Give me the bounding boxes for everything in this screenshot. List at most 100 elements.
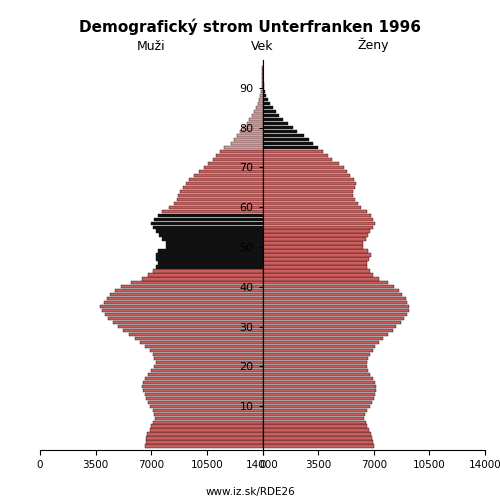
Bar xyxy=(122,329,262,332)
Bar xyxy=(156,258,262,260)
Bar xyxy=(262,396,374,400)
Bar xyxy=(186,182,262,185)
Bar xyxy=(262,118,283,122)
Bar xyxy=(260,98,262,102)
Bar xyxy=(262,416,364,420)
Bar xyxy=(262,333,388,336)
Bar xyxy=(136,337,262,340)
Bar xyxy=(154,365,262,368)
Bar xyxy=(262,384,376,388)
Bar xyxy=(156,266,262,268)
Bar xyxy=(144,380,262,384)
Bar xyxy=(262,337,384,340)
Bar xyxy=(262,361,366,364)
Bar xyxy=(180,190,262,193)
Bar xyxy=(153,270,262,272)
Bar xyxy=(262,349,373,352)
Bar xyxy=(262,408,368,412)
Bar xyxy=(262,428,369,432)
Bar xyxy=(262,392,376,396)
Bar xyxy=(262,357,368,360)
Bar xyxy=(156,254,262,256)
Bar xyxy=(154,412,262,416)
Bar xyxy=(262,436,372,440)
Bar xyxy=(178,194,262,197)
Bar xyxy=(190,178,262,181)
Bar xyxy=(262,150,323,153)
Bar xyxy=(129,333,262,336)
Bar xyxy=(153,420,262,424)
Bar xyxy=(142,277,262,280)
Bar xyxy=(140,341,262,344)
Bar xyxy=(156,361,262,364)
Bar xyxy=(262,345,376,348)
Bar xyxy=(258,102,262,106)
Bar xyxy=(262,321,401,324)
Bar xyxy=(224,146,262,149)
Bar xyxy=(262,285,394,288)
Bar xyxy=(256,106,262,110)
Bar xyxy=(262,230,370,233)
Bar xyxy=(262,365,366,368)
Bar xyxy=(262,206,361,209)
Bar xyxy=(262,90,265,94)
Bar xyxy=(102,309,262,312)
Bar xyxy=(262,142,314,145)
Bar xyxy=(118,325,262,328)
Bar xyxy=(150,349,262,352)
Bar xyxy=(146,440,262,444)
Bar xyxy=(154,218,262,221)
Bar xyxy=(262,400,372,404)
Bar xyxy=(174,202,262,205)
Bar xyxy=(148,432,262,436)
Bar xyxy=(262,222,374,225)
Bar xyxy=(262,190,353,193)
Bar xyxy=(240,130,262,134)
Bar xyxy=(199,170,262,173)
Bar xyxy=(262,289,399,292)
Bar xyxy=(262,146,318,149)
Bar xyxy=(262,369,368,372)
Bar xyxy=(114,289,262,292)
Bar xyxy=(246,122,262,126)
Bar xyxy=(216,154,262,157)
Bar xyxy=(262,162,339,165)
Bar xyxy=(145,444,262,448)
Bar xyxy=(262,317,404,320)
Bar xyxy=(262,388,376,392)
Bar xyxy=(262,270,370,272)
Bar xyxy=(158,262,262,264)
Bar xyxy=(262,420,366,424)
Bar xyxy=(166,242,262,244)
Bar xyxy=(244,126,262,130)
Bar xyxy=(146,436,262,440)
Bar xyxy=(262,266,366,268)
Bar xyxy=(108,317,262,320)
Bar xyxy=(213,158,262,161)
Bar xyxy=(107,297,262,300)
Bar xyxy=(262,182,356,185)
Bar xyxy=(262,353,370,356)
Bar xyxy=(153,408,262,412)
Bar xyxy=(261,90,262,94)
Bar xyxy=(262,78,263,82)
Bar xyxy=(154,357,262,360)
Bar xyxy=(148,373,262,376)
Bar xyxy=(262,258,369,260)
Bar xyxy=(262,297,406,300)
Bar xyxy=(260,94,262,98)
Bar xyxy=(153,226,262,229)
Bar xyxy=(262,102,270,106)
Bar xyxy=(262,329,393,332)
Bar xyxy=(252,114,262,117)
Bar xyxy=(262,404,370,408)
Bar xyxy=(250,118,262,122)
Bar xyxy=(162,238,262,240)
Bar xyxy=(148,400,262,404)
Bar xyxy=(262,313,407,316)
Bar xyxy=(262,198,354,201)
Bar xyxy=(262,194,353,197)
Bar xyxy=(262,242,364,244)
Bar xyxy=(162,210,262,213)
Bar xyxy=(158,250,262,252)
